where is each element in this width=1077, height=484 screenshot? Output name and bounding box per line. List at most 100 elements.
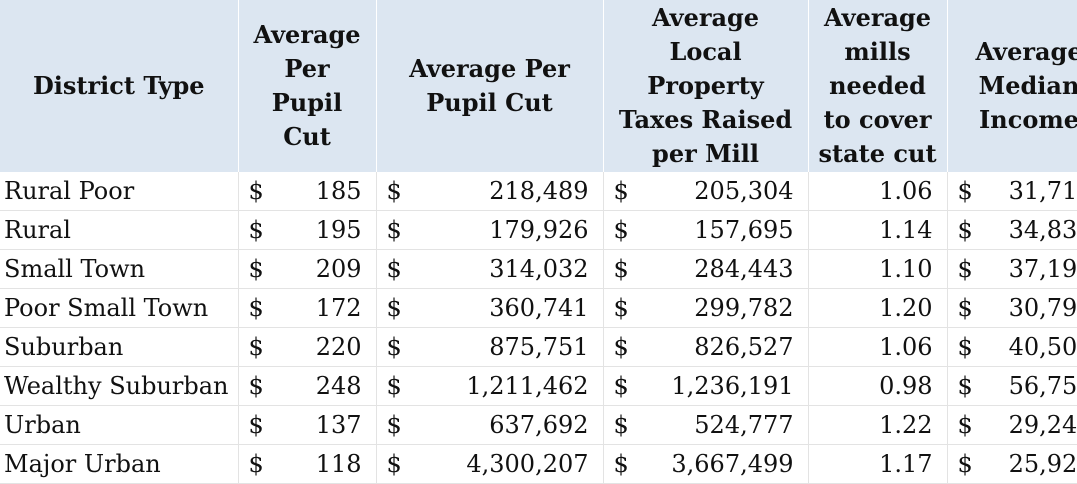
currency-symbol: $ xyxy=(947,288,982,328)
currency-symbol: $ xyxy=(603,366,638,406)
currency-symbol: $ xyxy=(603,249,638,289)
cell-property-taxes-per-mill: 299,782 xyxy=(637,288,809,328)
header-line: per Mill xyxy=(652,139,759,168)
currency-symbol: $ xyxy=(603,210,638,250)
cell-avg-per-pupil-cut: 179,926 xyxy=(410,210,604,250)
cell-per-pupil-cut: 137 xyxy=(272,405,377,445)
currency-symbol: $ xyxy=(238,405,272,445)
cell-median-income: 31,719 xyxy=(981,172,1077,211)
currency-symbol: $ xyxy=(603,444,638,484)
cell-median-income: 40,501 xyxy=(981,327,1077,367)
header-line: Average Per xyxy=(409,54,570,83)
cell-mills-needed: 1.17 xyxy=(808,444,948,484)
header-district-type: District Type xyxy=(0,0,239,172)
header-median-income: Average Median Income xyxy=(947,0,1077,172)
header-line: Property xyxy=(647,71,764,100)
table-row: Small Town $209 $314,032 $284,443 1.10 $37,19… xyxy=(0,249,1077,289)
currency-symbol: $ xyxy=(947,172,982,211)
cell-property-taxes-per-mill: 205,304 xyxy=(637,172,809,211)
currency-symbol: $ xyxy=(238,288,272,328)
currency-symbol: $ xyxy=(376,288,411,328)
table-row: Rural Poor $185 $218,489 $205,304 1.06 $31,71… xyxy=(0,172,1077,211)
header-line: Average xyxy=(253,20,361,49)
currency-symbol: $ xyxy=(376,444,411,484)
header-line: Per xyxy=(284,54,330,83)
cell-per-pupil-cut: 220 xyxy=(272,327,377,367)
cell-median-income: 37,192 xyxy=(981,249,1077,289)
cell-avg-per-pupil-cut: 218,489 xyxy=(410,172,604,211)
table-row: Wealthy Suburban $248 $1,211,462 $1,236,191… xyxy=(0,366,1077,406)
cell-avg-per-pupil-cut: 637,692 xyxy=(410,405,604,445)
cell-avg-per-pupil-cut: 360,741 xyxy=(410,288,604,328)
currency-symbol: $ xyxy=(603,405,638,445)
cell-district-type: Suburban xyxy=(0,327,239,367)
currency-symbol: $ xyxy=(238,327,272,367)
cell-district-type: Rural xyxy=(0,210,239,250)
header-line: needed xyxy=(829,71,926,100)
cell-avg-per-pupil-cut: 314,032 xyxy=(410,249,604,289)
table-row: Major Urban $118 $4,300,207 $3,667,499 1.17 $… xyxy=(0,444,1077,484)
currency-symbol: $ xyxy=(947,210,982,250)
cell-property-taxes-per-mill: 157,695 xyxy=(637,210,809,250)
header-line: Local xyxy=(669,37,742,66)
header-avg-per-pupil-cut: Average Per Pupil Cut xyxy=(376,0,604,172)
currency-symbol: $ xyxy=(376,366,411,406)
cell-mills-needed: 1.06 xyxy=(808,172,948,211)
cell-per-pupil-cut: 118 xyxy=(272,444,377,484)
cell-per-pupil-cut: 195 xyxy=(272,210,377,250)
cell-mills-needed: 1.14 xyxy=(808,210,948,250)
header-line: Taxes Raised xyxy=(618,105,793,134)
currency-symbol: $ xyxy=(947,249,982,289)
currency-symbol: $ xyxy=(238,444,272,484)
header-line: Pupil xyxy=(271,88,343,117)
cell-property-taxes-per-mill: 1,236,191 xyxy=(637,366,809,406)
cell-per-pupil-cut: 172 xyxy=(272,288,377,328)
cell-district-type: Urban xyxy=(0,405,239,445)
cell-district-type: Small Town xyxy=(0,249,239,289)
header-line: mills xyxy=(844,37,911,66)
cell-per-pupil-cut: 248 xyxy=(272,366,377,406)
cell-median-income: 30,794 xyxy=(981,288,1077,328)
currency-symbol: $ xyxy=(238,249,272,289)
currency-symbol: $ xyxy=(376,405,411,445)
cell-median-income: 25,927 xyxy=(981,444,1077,484)
header-line: Average xyxy=(975,37,1077,66)
currency-symbol: $ xyxy=(238,172,272,211)
currency-symbol: $ xyxy=(376,327,411,367)
currency-symbol: $ xyxy=(603,288,638,328)
cell-property-taxes-per-mill: 3,667,499 xyxy=(637,444,809,484)
currency-symbol: $ xyxy=(947,405,982,445)
header-line: Cut xyxy=(283,122,331,151)
cell-mills-needed: 1.20 xyxy=(808,288,948,328)
header-line: state cut xyxy=(818,139,937,168)
cell-property-taxes-per-mill: 524,777 xyxy=(637,405,809,445)
cell-per-pupil-cut: 185 xyxy=(272,172,377,211)
header-line: Pupil Cut xyxy=(426,88,553,117)
cell-mills-needed: 1.06 xyxy=(808,327,948,367)
currency-symbol: $ xyxy=(376,172,411,211)
currency-symbol: $ xyxy=(603,327,638,367)
header-mills-needed: Average mills needed to cover state cut xyxy=(808,0,948,172)
header-line: Income xyxy=(979,105,1077,134)
header-line: Average xyxy=(651,3,760,32)
cell-district-type: Major Urban xyxy=(0,444,239,484)
header-per-pupil-cut: Average Per Pupil Cut xyxy=(238,0,377,172)
cell-median-income: 56,756 xyxy=(981,366,1077,406)
currency-symbol: $ xyxy=(238,210,272,250)
header-property-taxes: Average Local Property Taxes Raised per … xyxy=(603,0,809,172)
currency-symbol: $ xyxy=(603,172,638,211)
currency-symbol: $ xyxy=(376,249,411,289)
cell-avg-per-pupil-cut: 4,300,207 xyxy=(410,444,604,484)
cell-mills-needed: 0.98 xyxy=(808,366,948,406)
currency-symbol: $ xyxy=(947,444,982,484)
cell-median-income: 29,240 xyxy=(981,405,1077,445)
header-line: Average xyxy=(823,3,932,32)
header-line: Median xyxy=(978,71,1077,100)
cell-mills-needed: 1.10 xyxy=(808,249,948,289)
cell-per-pupil-cut: 209 xyxy=(272,249,377,289)
table-body: Rural Poor $185 $218,489 $205,304 1.06 $31,71… xyxy=(0,172,1077,484)
table-row: Poor Small Town $172 $360,741 $299,782 1.20 $… xyxy=(0,288,1077,328)
